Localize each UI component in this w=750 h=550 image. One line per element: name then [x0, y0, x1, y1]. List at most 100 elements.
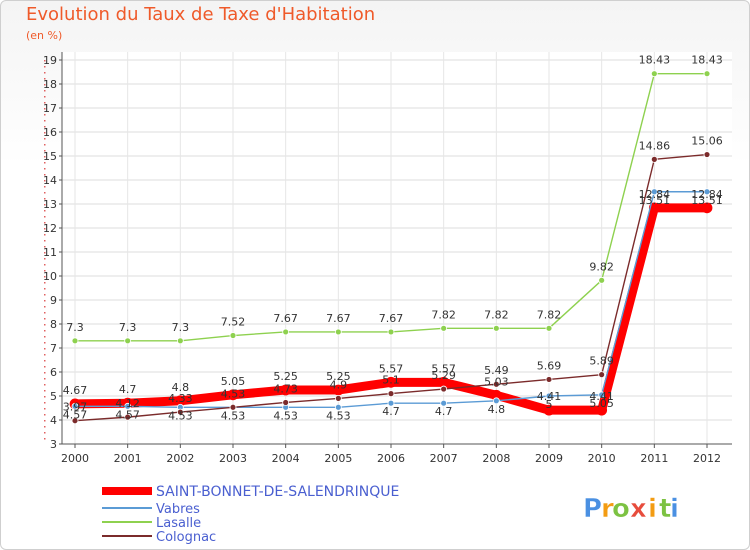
- axis-dot: [44, 324, 46, 326]
- axis-dot: [44, 420, 46, 422]
- data-label: 3.97: [63, 401, 88, 414]
- data-label: 7.52: [221, 316, 246, 329]
- data-label: 13.51: [639, 194, 671, 207]
- x-tick-label: 2005: [324, 452, 352, 465]
- data-point: [282, 328, 290, 336]
- axis-dot: [44, 120, 46, 122]
- data-point: [387, 328, 395, 336]
- logo-letter: o: [612, 494, 630, 524]
- data-label: 4.57: [115, 408, 140, 421]
- logo-letter: i: [670, 494, 679, 524]
- data-point: [280, 384, 292, 396]
- data-label: 4.53: [221, 409, 246, 422]
- axis-dot: [44, 366, 46, 368]
- data-label: 5.29: [431, 369, 456, 382]
- data-label: 7.3: [172, 321, 190, 334]
- data-label: 13.51: [691, 194, 723, 207]
- axis-dot: [44, 360, 46, 362]
- data-point: [387, 399, 395, 407]
- proxiti-logo: Pro x i ti: [583, 494, 679, 525]
- data-point: [334, 403, 342, 411]
- axis-dot: [44, 204, 46, 206]
- data-label: 4.8: [172, 381, 190, 394]
- logo-letter: i: [648, 494, 657, 524]
- axis-dot: [44, 234, 46, 236]
- y-tick-label: 12: [43, 222, 57, 235]
- data-label: 9.82: [589, 260, 614, 273]
- legend-label-2: Lasalle: [156, 516, 201, 531]
- axis-dot: [44, 270, 46, 272]
- data-label: 4.53: [168, 409, 193, 422]
- axis-dot: [44, 198, 46, 200]
- data-point: [703, 70, 711, 78]
- data-label: 4.53: [326, 409, 351, 422]
- axis-dot: [44, 438, 46, 440]
- x-tick-label: 2012: [693, 452, 721, 465]
- axis-dot: [44, 312, 46, 314]
- y-tick-label: 13: [43, 198, 57, 211]
- data-label: 7.3: [66, 321, 84, 334]
- axis-dot: [44, 138, 46, 140]
- logo-letter: P: [583, 494, 602, 524]
- y-tick-label: 7: [50, 342, 57, 355]
- axis-dot: [44, 330, 46, 332]
- y-tick-label: 10: [43, 270, 57, 283]
- axis-dot: [44, 390, 46, 392]
- axis-dot: [44, 180, 46, 182]
- data-point: [229, 403, 237, 411]
- data-point: [71, 337, 79, 345]
- data-point: [385, 376, 397, 388]
- data-label: 7.82: [484, 308, 509, 321]
- data-point: [543, 404, 555, 416]
- axis-dot: [44, 210, 46, 212]
- y-tick-label: 18: [43, 78, 57, 91]
- data-point: [124, 413, 132, 421]
- axis-dot: [44, 126, 46, 128]
- x-tick-label: 2001: [114, 452, 142, 465]
- axis-dot: [44, 162, 46, 164]
- axis-dot: [44, 240, 46, 242]
- axis-dot: [44, 102, 46, 104]
- legend-label-3: Colognac: [156, 530, 216, 545]
- x-tick-label: 2004: [272, 452, 300, 465]
- data-label: 4.12: [115, 397, 140, 410]
- axis-dot: [44, 222, 46, 224]
- axis-dot: [44, 354, 46, 356]
- axis-dot: [44, 96, 46, 98]
- axis-dot: [44, 108, 46, 110]
- x-tick-label: 2003: [219, 452, 247, 465]
- data-label: 5.57: [431, 362, 456, 375]
- data-label: 5.1: [382, 374, 400, 387]
- y-tick-label: 5: [50, 390, 57, 403]
- y-tick-label: 19: [43, 54, 57, 67]
- axis-dot: [44, 60, 46, 62]
- legend-label-0: SAINT-BONNET-DE-SALENDRINQUE: [156, 484, 399, 500]
- x-tick-label: 2009: [535, 452, 563, 465]
- axis-dot: [44, 426, 46, 428]
- axis-dot: [44, 276, 46, 278]
- data-point: [334, 394, 342, 402]
- axis-dot: [44, 246, 46, 248]
- data-label: 7.67: [379, 312, 404, 325]
- data-point: [545, 376, 553, 383]
- y-tick-label: 17: [43, 102, 57, 115]
- axis-dot: [44, 144, 46, 146]
- axis-dot: [44, 342, 46, 344]
- axis-dot: [44, 168, 46, 170]
- data-label: 18.43: [691, 54, 723, 67]
- axis-dot: [44, 294, 46, 296]
- data-point: [440, 324, 448, 332]
- data-label: 4.7: [119, 383, 137, 396]
- y-tick-label: 6: [50, 366, 57, 379]
- data-point: [440, 385, 448, 393]
- logo-letter: x: [630, 494, 647, 524]
- y-tick-label: 11: [43, 246, 57, 259]
- data-label: 4.41: [537, 390, 562, 403]
- data-label: 5.05: [221, 375, 246, 388]
- data-label: 5.69: [537, 359, 562, 372]
- data-label: 5.25: [273, 370, 298, 383]
- data-label: 7.82: [537, 308, 562, 321]
- axis-dot: [44, 264, 46, 266]
- data-point: [701, 202, 713, 214]
